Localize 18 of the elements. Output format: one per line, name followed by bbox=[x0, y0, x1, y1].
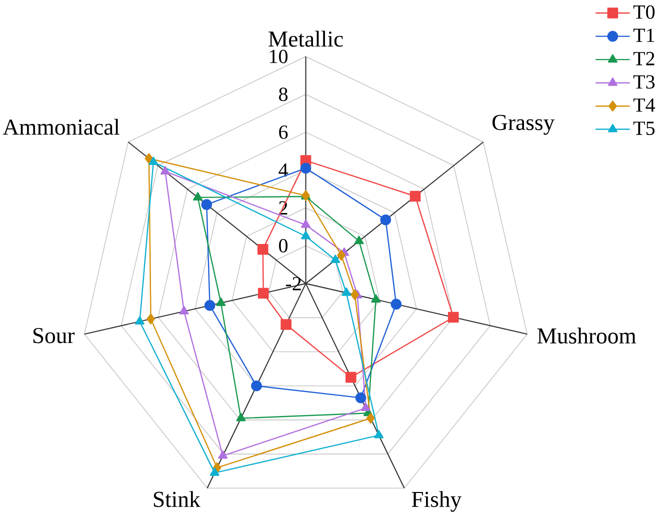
spoke-label: Mushroom bbox=[537, 327, 636, 344]
spoke-label: Stink bbox=[154, 490, 200, 507]
spoke-label: Fishy bbox=[412, 490, 462, 512]
y-tick-label: 6 bbox=[279, 125, 288, 139]
y-tick-label: 8 bbox=[279, 87, 288, 101]
legend-label: T3 bbox=[633, 75, 655, 88]
spoke-label: Grassy bbox=[492, 114, 555, 135]
legend-label: T4 bbox=[633, 98, 656, 112]
legend-label: T5 bbox=[633, 122, 655, 135]
spoke-label: Ammoniacal bbox=[2, 118, 120, 135]
y-tick-label: 0 bbox=[279, 238, 288, 252]
y-tick-label: 10 bbox=[270, 50, 288, 64]
legend-label: T1 bbox=[633, 28, 654, 42]
legend-label: T2 bbox=[633, 52, 654, 65]
spoke-label: Sour bbox=[33, 328, 75, 344]
legend-label: T0 bbox=[633, 5, 655, 19]
y-tick-label: 4 bbox=[278, 163, 288, 176]
spoke-label: Metallic bbox=[268, 30, 343, 47]
